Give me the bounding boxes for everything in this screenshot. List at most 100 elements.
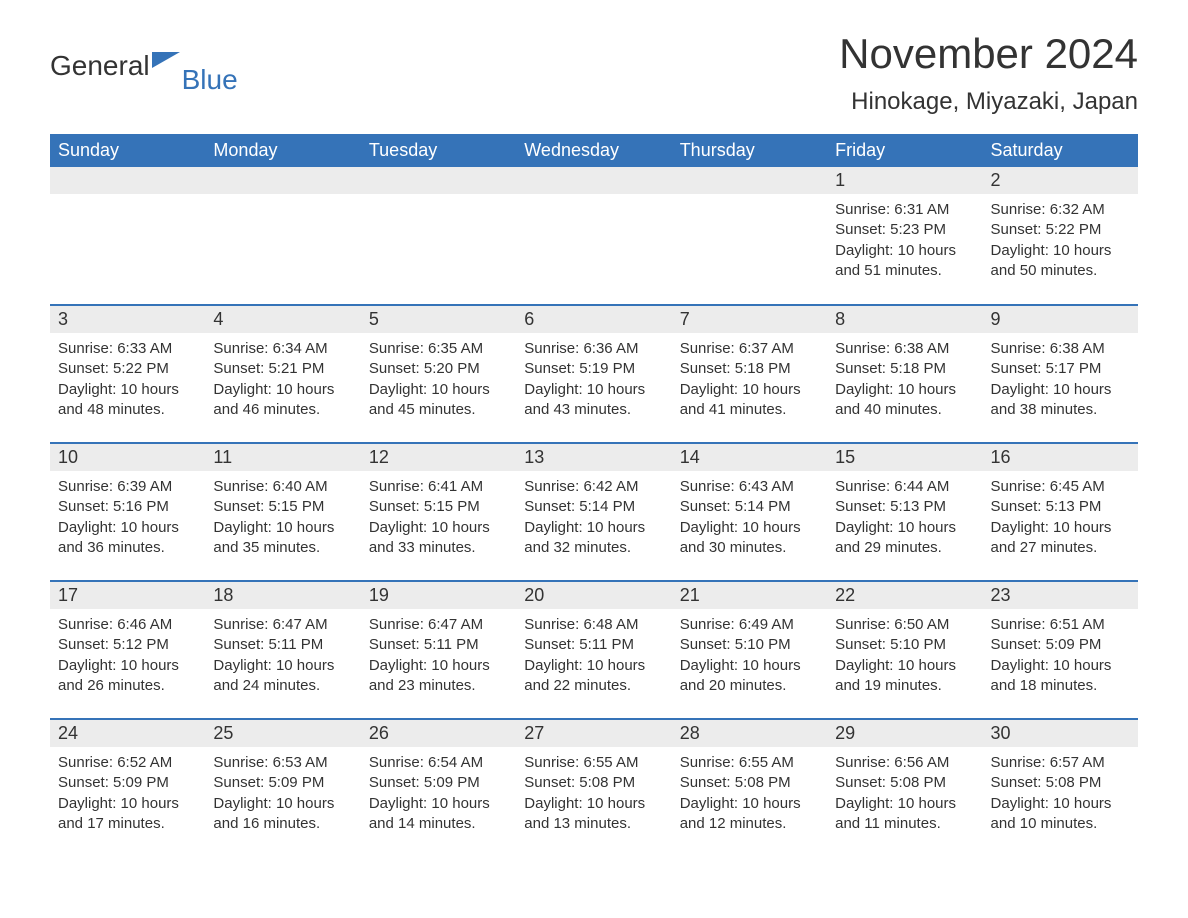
daylight-text: Daylight: 10 hours and 35 minutes. [213,518,352,559]
sunset-text: Sunset: 5:11 PM [213,635,352,655]
calendar-day-cell: 10Sunrise: 6:39 AMSunset: 5:16 PMDayligh… [50,443,205,581]
daylight-text: Daylight: 10 hours and 41 minutes. [680,380,819,421]
calendar-day-cell: 5 Sunrise: 6:35 AMSunset: 5:20 PMDaylight… [361,305,516,443]
day-number: 19 [361,582,516,609]
sunrise-text: Sunrise: 6:46 AM [58,615,197,635]
calendar-day-cell [361,167,516,305]
daylight-text: Daylight: 10 hours and 19 minutes. [835,656,974,697]
calendar-day-cell: 23Sunrise: 6:51 AMSunset: 5:09 PMDayligh… [983,581,1138,719]
day-number: 24 [50,720,205,747]
flag-icon [152,52,180,68]
sunset-text: Sunset: 5:22 PM [991,220,1130,240]
daylight-text: Daylight: 10 hours and 45 minutes. [369,380,508,421]
sunset-text: Sunset: 5:13 PM [991,497,1130,517]
day-number: 1 [827,167,982,194]
daylight-text: Daylight: 10 hours and 36 minutes. [58,518,197,559]
sunrise-text: Sunrise: 6:35 AM [369,339,508,359]
calendar-day-cell: 18Sunrise: 6:47 AMSunset: 5:11 PMDayligh… [205,581,360,719]
daylight-text: Daylight: 10 hours and 38 minutes. [991,380,1130,421]
sunset-text: Sunset: 5:15 PM [213,497,352,517]
sunrise-text: Sunrise: 6:39 AM [58,477,197,497]
calendar-day-cell: 29Sunrise: 6:56 AMSunset: 5:08 PMDayligh… [827,719,982,857]
day-number: 14 [672,444,827,471]
calendar-day-cell: 1Sunrise: 6:31 AMSunset: 5:23 PMDaylight… [827,167,982,305]
calendar-day-cell: 25Sunrise: 6:53 AMSunset: 5:09 PMDayligh… [205,719,360,857]
calendar-day-cell: 22Sunrise: 6:50 AMSunset: 5:10 PMDayligh… [827,581,982,719]
sunrise-text: Sunrise: 6:50 AM [835,615,974,635]
sunset-text: Sunset: 5:12 PM [58,635,197,655]
sunrise-text: Sunrise: 6:32 AM [991,200,1130,220]
daylight-text: Daylight: 10 hours and 12 minutes. [680,794,819,835]
calendar-day-cell: 27Sunrise: 6:55 AMSunset: 5:08 PMDayligh… [516,719,671,857]
calendar-day-cell: 26Sunrise: 6:54 AMSunset: 5:09 PMDayligh… [361,719,516,857]
day-content: Sunrise: 6:43 AMSunset: 5:14 PMDaylight:… [672,471,827,564]
daylight-text: Daylight: 10 hours and 11 minutes. [835,794,974,835]
calendar-week-row: 10Sunrise: 6:39 AMSunset: 5:16 PMDayligh… [50,443,1138,581]
day-content: Sunrise: 6:55 AMSunset: 5:08 PMDaylight:… [672,747,827,840]
daylight-text: Daylight: 10 hours and 13 minutes. [524,794,663,835]
sunset-text: Sunset: 5:14 PM [680,497,819,517]
calendar-day-cell [516,167,671,305]
day-number: 6 [516,306,671,333]
day-number: 17 [50,582,205,609]
sunset-text: Sunset: 5:09 PM [991,635,1130,655]
day-number: 18 [205,582,360,609]
daylight-text: Daylight: 10 hours and 43 minutes. [524,380,663,421]
weekday-header: Saturday [983,134,1138,167]
day-content: Sunrise: 6:55 AMSunset: 5:08 PMDaylight:… [516,747,671,840]
day-number-empty [50,167,205,194]
daylight-text: Daylight: 10 hours and 26 minutes. [58,656,197,697]
sunrise-text: Sunrise: 6:56 AM [835,753,974,773]
sunset-text: Sunset: 5:20 PM [369,359,508,379]
calendar-day-cell: 2Sunrise: 6:32 AMSunset: 5:22 PMDaylight… [983,167,1138,305]
day-number: 7 [672,306,827,333]
sunset-text: Sunset: 5:10 PM [835,635,974,655]
sunset-text: Sunset: 5:08 PM [835,773,974,793]
calendar-day-cell: 24Sunrise: 6:52 AMSunset: 5:09 PMDayligh… [50,719,205,857]
daylight-text: Daylight: 10 hours and 29 minutes. [835,518,974,559]
sunrise-text: Sunrise: 6:44 AM [835,477,974,497]
sunset-text: Sunset: 5:09 PM [213,773,352,793]
calendar-day-cell: 19Sunrise: 6:47 AMSunset: 5:11 PMDayligh… [361,581,516,719]
calendar-day-cell: 3Sunrise: 6:33 AMSunset: 5:22 PMDaylight… [50,305,205,443]
sunset-text: Sunset: 5:15 PM [369,497,508,517]
sunrise-text: Sunrise: 6:45 AM [991,477,1130,497]
calendar-week-row: 17Sunrise: 6:46 AMSunset: 5:12 PMDayligh… [50,581,1138,719]
logo-text-blue: Blue [182,64,238,96]
sunrise-text: Sunrise: 6:48 AM [524,615,663,635]
sunset-text: Sunset: 5:09 PM [58,773,197,793]
day-number: 13 [516,444,671,471]
calendar-week-row: 24Sunrise: 6:52 AMSunset: 5:09 PMDayligh… [50,719,1138,857]
calendar-table: Sunday Monday Tuesday Wednesday Thursday… [50,134,1138,857]
day-content: Sunrise: 6:49 AMSunset: 5:10 PMDaylight:… [672,609,827,702]
daylight-text: Daylight: 10 hours and 27 minutes. [991,518,1130,559]
calendar-day-cell: 20Sunrise: 6:48 AMSunset: 5:11 PMDayligh… [516,581,671,719]
day-content: Sunrise: 6:33 AMSunset: 5:22 PMDaylight:… [50,333,205,426]
day-content: Sunrise: 6:42 AMSunset: 5:14 PMDaylight:… [516,471,671,564]
calendar-day-cell: 12Sunrise: 6:41 AMSunset: 5:15 PMDayligh… [361,443,516,581]
sunset-text: Sunset: 5:23 PM [835,220,974,240]
sunrise-text: Sunrise: 6:51 AM [991,615,1130,635]
day-content: Sunrise: 6:36 AMSunset: 5:19 PMDaylight:… [516,333,671,426]
day-content: Sunrise: 6:40 AMSunset: 5:15 PMDaylight:… [205,471,360,564]
day-content: Sunrise: 6:39 AMSunset: 5:16 PMDaylight:… [50,471,205,564]
sunset-text: Sunset: 5:18 PM [680,359,819,379]
sunrise-text: Sunrise: 6:52 AM [58,753,197,773]
daylight-text: Daylight: 10 hours and 24 minutes. [213,656,352,697]
day-number-empty [516,167,671,194]
sunset-text: Sunset: 5:08 PM [680,773,819,793]
day-number: 10 [50,444,205,471]
day-content: Sunrise: 6:56 AMSunset: 5:08 PMDaylight:… [827,747,982,840]
logo-text-general: General [50,50,150,82]
calendar-day-cell: 14Sunrise: 6:43 AMSunset: 5:14 PMDayligh… [672,443,827,581]
calendar-day-cell [672,167,827,305]
day-number: 5 [361,306,516,333]
calendar-week-row: 1Sunrise: 6:31 AMSunset: 5:23 PMDaylight… [50,167,1138,305]
sunrise-text: Sunrise: 6:38 AM [991,339,1130,359]
day-number: 4 [205,306,360,333]
sunset-text: Sunset: 5:11 PM [369,635,508,655]
sunrise-text: Sunrise: 6:49 AM [680,615,819,635]
sunset-text: Sunset: 5:11 PM [524,635,663,655]
sunrise-text: Sunrise: 6:41 AM [369,477,508,497]
location-subtitle: Hinokage, Miyazaki, Japan [839,88,1138,116]
